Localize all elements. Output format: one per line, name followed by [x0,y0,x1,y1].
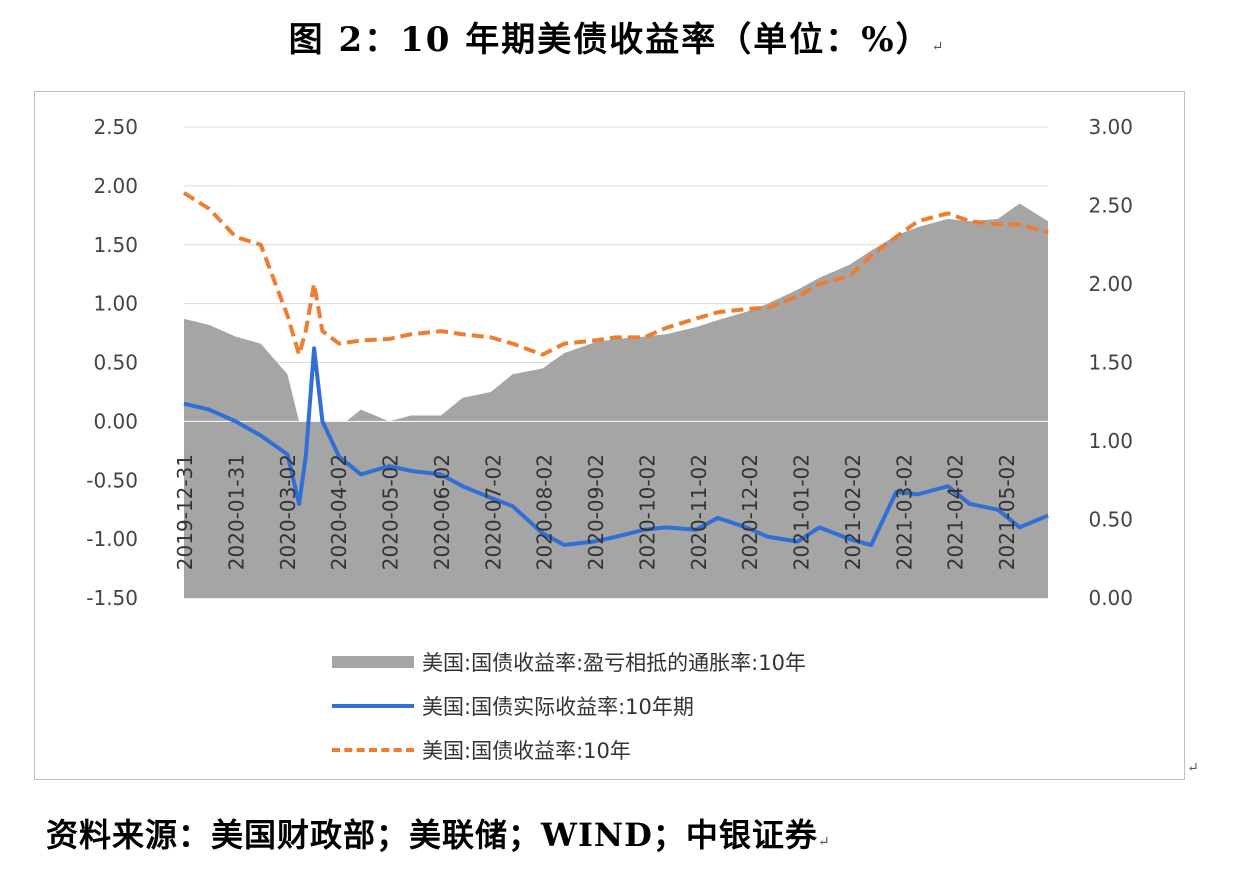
legend-item-real-yield: 美国:国债实际收益率:10年期 [332,684,806,728]
x-tick-10: 2020-11-02 [687,454,711,570]
y-right-tick-1: 2.50 [1088,194,1133,218]
y-left-tick-1: 2.00 [93,174,138,198]
x-tick-6: 2020-07-02 [481,454,505,570]
x-tick-4: 2020-05-02 [379,454,403,570]
x-tick-1: 2020-01-31 [224,454,248,570]
x-tick-9: 2020-10-02 [635,454,659,570]
legend-label-breakeven: 美国:国债收益率:盈亏相抵的通胀率:10年 [422,651,806,675]
source-note: 资料来源：美国财政部；美联储；WIND；中银证券↵ [46,810,831,856]
frame-return-mark: ↵ [1187,760,1199,776]
legend: 美国:国债收益率:盈亏相抵的通胀率:10年 美国:国债实际收益率:10年期 美国… [332,640,806,772]
x-tick-5: 2020-06-02 [430,454,454,570]
x-tick-0: 2019-12-31 [173,454,197,570]
y-left-tick-2: 1.50 [93,233,138,257]
x-tick-12: 2021-01-02 [790,454,814,570]
x-tick-3: 2020-04-02 [327,454,351,570]
x-tick-15: 2021-04-02 [944,454,968,570]
y-left-tick-8: -1.50 [86,586,138,610]
y-right-tick-2: 2.00 [1088,272,1133,296]
y-left-tick-5: 0.00 [93,409,138,433]
legend-swatch-line [332,704,414,708]
legend-item-nominal-yield: 美国:国债收益率:10年 [332,728,806,772]
baseline-band [184,421,1048,598]
chart-title: 图 2：10 年期美债收益率（单位：%）↵ [0,12,1234,61]
series-area-breakeven [184,203,1048,514]
x-tick-14: 2021-03-02 [892,454,916,570]
source-text: 资料来源：美国财政部；美联储；WIND；中银证券 [46,816,818,854]
source-return-mark: ↵ [817,834,831,850]
chart-frame [34,91,1185,780]
legend-label-nominal-yield: 美国:国债收益率:10年 [422,739,631,763]
chart-title-text: 图 2：10 年期美债收益率（单位：%） [288,20,932,60]
legend-item-breakeven: 美国:国债收益率:盈亏相抵的通胀率:10年 [332,640,806,684]
return-mark: ↵ [931,39,946,55]
y-right-tick-4: 1.00 [1088,429,1133,453]
x-tick-16: 2021-05-02 [995,454,1019,570]
y-left-tick-3: 1.00 [93,292,138,316]
series-line-real-yield [183,346,1049,548]
y-left-tick-7: -1.00 [86,527,138,551]
y-right-tick-5: 0.50 [1088,508,1133,532]
x-tick-13: 2021-02-02 [841,454,865,570]
y-right-tick-6: 0.00 [1088,586,1133,610]
y-right-tick-0: 3.00 [1088,115,1133,139]
legend-swatch-area [332,656,414,668]
x-tick-11: 2020-12-02 [738,454,762,570]
y-left-tick-4: 0.50 [93,351,138,375]
legend-label-real-yield: 美国:国债实际收益率:10年期 [422,695,694,719]
y-left-tick-6: -0.50 [86,468,138,492]
series-line-nominal-yield [182,191,1049,357]
y-left-tick-0: 2.50 [93,115,138,139]
legend-swatch-dashed [332,748,414,752]
y-right-tick-3: 1.50 [1088,351,1133,375]
x-tick-8: 2020-09-02 [584,454,608,570]
x-tick-7: 2020-08-02 [533,454,557,570]
x-tick-2: 2020-03-02 [276,454,300,570]
